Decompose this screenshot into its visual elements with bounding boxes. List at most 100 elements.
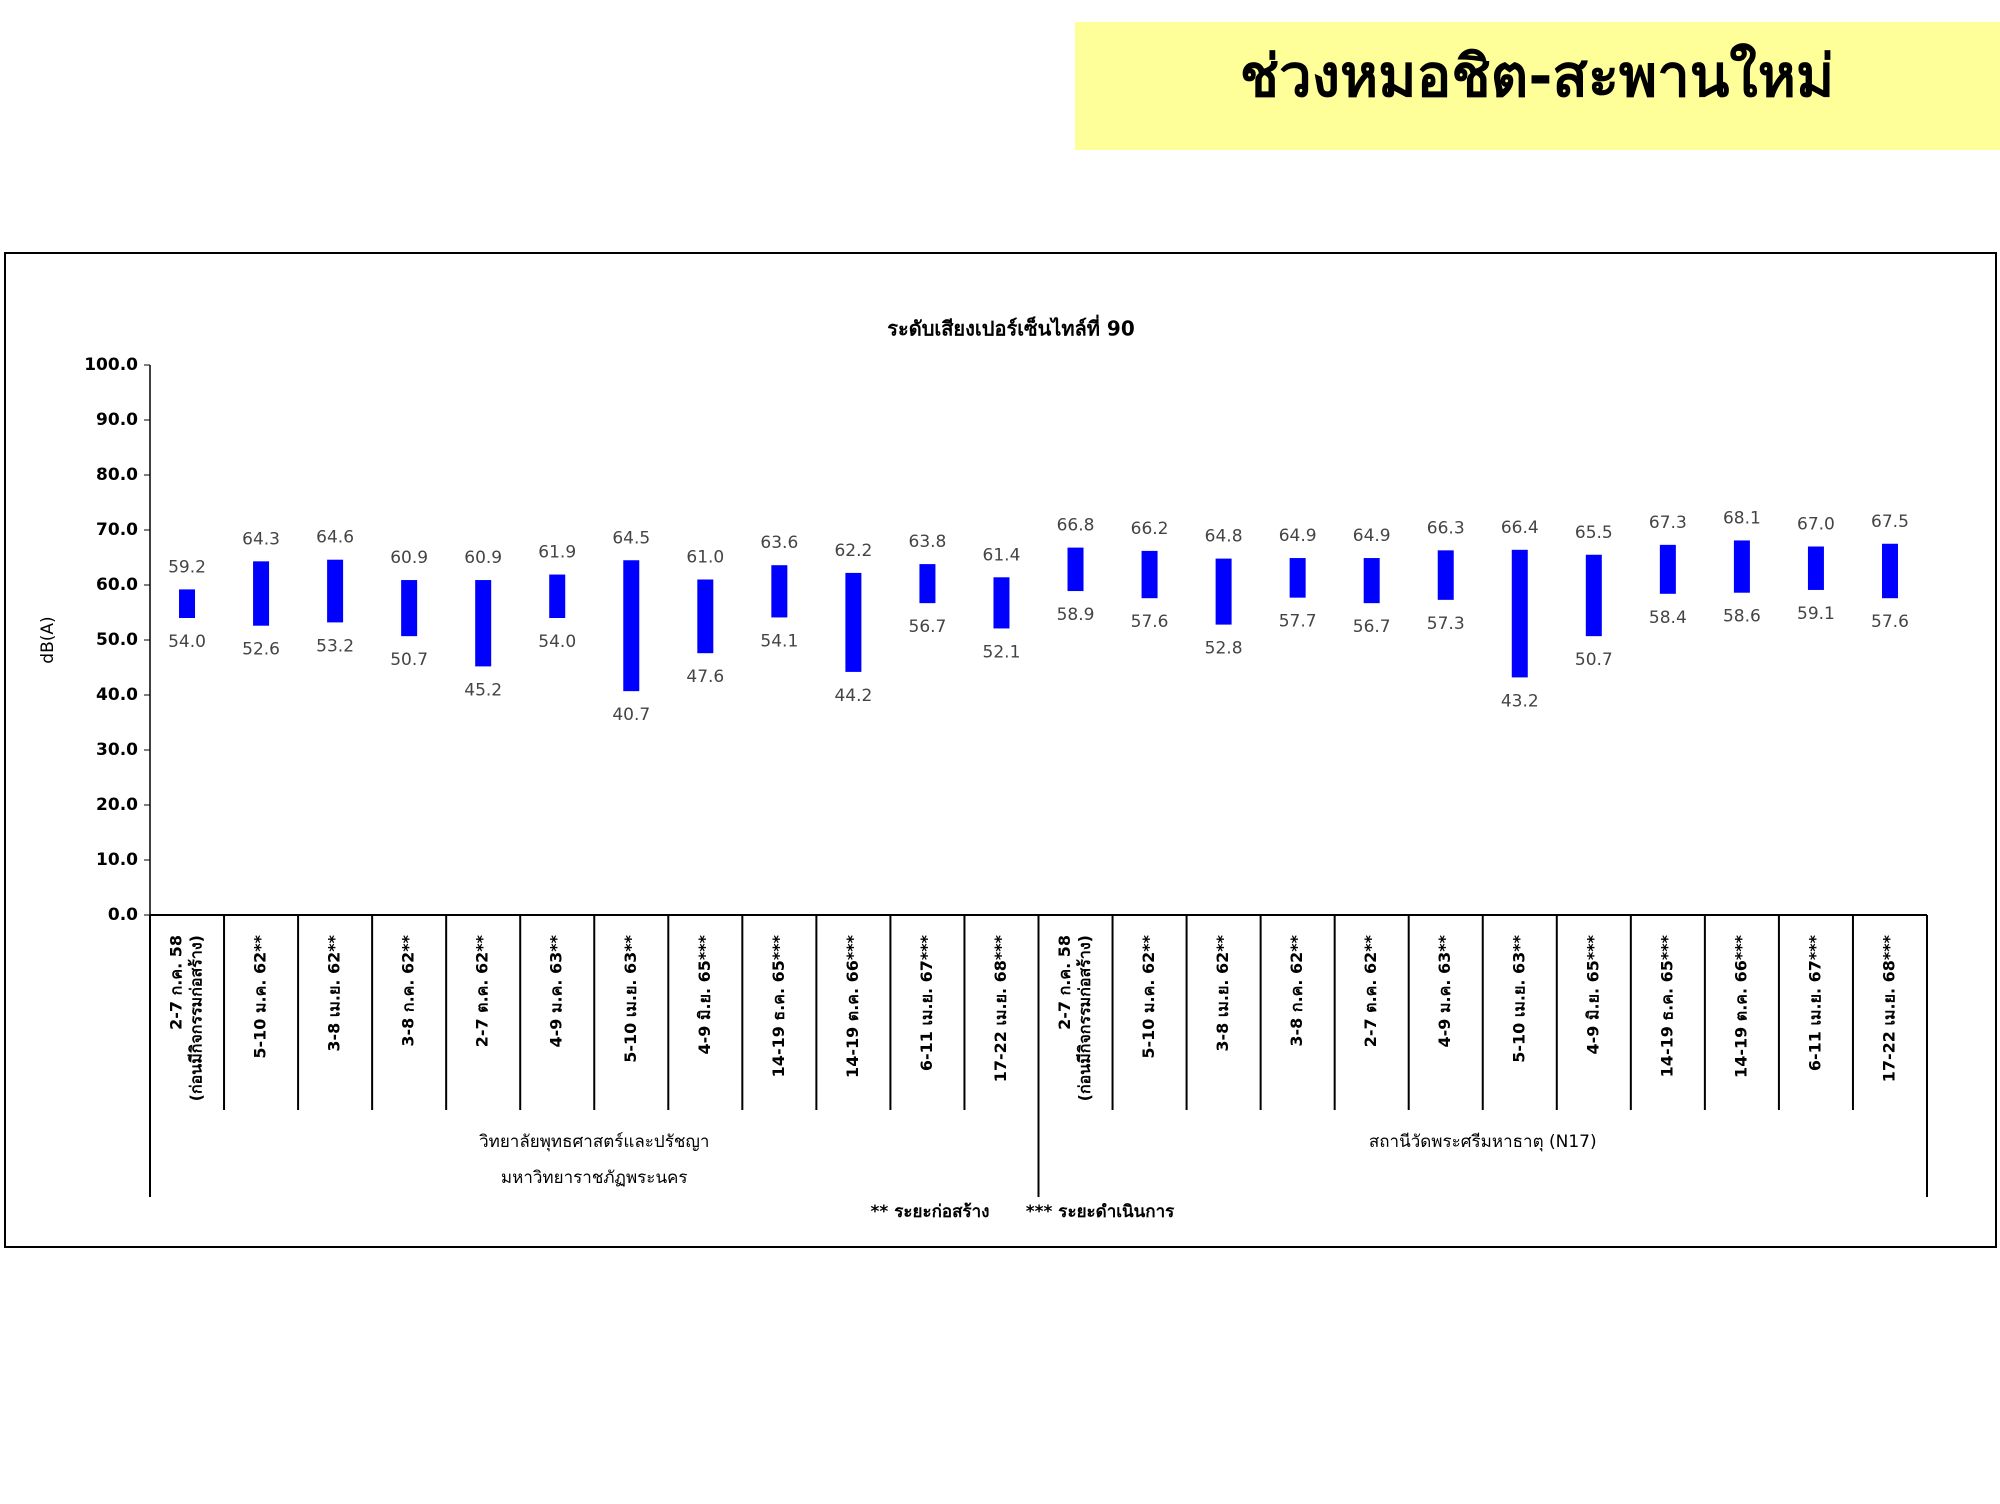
high-label: 64.8: [1205, 527, 1243, 547]
low-label: 50.7: [390, 650, 428, 670]
range-bar: [1289, 558, 1306, 598]
x-tick-label: 17-22 เม.ย. 68***: [991, 934, 1010, 1082]
y-tick-label: 60.0: [96, 575, 138, 595]
range-bar: [475, 580, 492, 667]
x-tick-label: 3-8 ก.ค. 62**: [399, 934, 418, 1046]
high-label: 64.9: [1279, 526, 1317, 546]
low-label: 50.7: [1575, 650, 1613, 670]
x-tick-label: 2-7 ก.ค. 58: [167, 935, 186, 1030]
x-tick-label: 14-19 ธ.ค. 65***: [769, 934, 788, 1077]
low-label: 45.2: [464, 680, 502, 700]
range-bar: [401, 580, 418, 637]
high-label: 59.2: [168, 557, 206, 577]
low-label: 58.4: [1649, 608, 1687, 628]
x-tick-label: 17-22 เม.ย. 68***: [1879, 934, 1898, 1082]
low-label: 57.7: [1279, 612, 1317, 632]
x-tick-label: 5-10 เม.ย. 63**: [1509, 934, 1528, 1062]
high-label: 63.8: [909, 532, 947, 552]
range-bar: [623, 560, 640, 692]
x-tick-label: 3-8 เม.ย. 62**: [325, 934, 344, 1051]
high-label: 64.6: [316, 528, 354, 548]
high-label: 60.9: [464, 548, 502, 568]
range-bar: [1807, 546, 1824, 590]
group-label: วิทยาลัยพุทธศาสตร์และปรัชญา: [479, 1132, 710, 1152]
range-bar: [1067, 547, 1084, 592]
range-bar: [1363, 558, 1380, 604]
low-label: 54.0: [538, 632, 576, 652]
x-tick-label: 6-11 เม.ย. 67***: [1805, 934, 1824, 1071]
high-label: 67.5: [1871, 512, 1909, 532]
x-tick-label: 14-19 ต.ค. 66***: [1731, 934, 1750, 1078]
low-label: 58.6: [1723, 607, 1761, 627]
high-label: 68.1: [1723, 508, 1761, 528]
range-bar: [697, 579, 714, 654]
y-tick-label: 30.0: [96, 740, 138, 760]
x-tick-label: 2-7 ต.ค. 62**: [473, 934, 492, 1047]
low-label: 54.1: [760, 631, 798, 651]
footnote: ** ระยะก่อสร้าง: [871, 1202, 990, 1222]
group-label: สถานีวัดพระศรีมหาธาตุ (N17): [1369, 1132, 1597, 1152]
range-bar: [549, 574, 566, 618]
range-bar: [1511, 549, 1528, 678]
y-tick-label: 90.0: [96, 410, 138, 430]
chart-title: ระดับเสียงเปอร์เซ็นไทล์ที่ 90: [887, 314, 1135, 341]
low-label: 43.2: [1501, 691, 1539, 711]
high-label: 64.5: [612, 528, 650, 548]
x-tick-label: 4-9 มิ.ย. 65***: [695, 934, 714, 1054]
title-box: [1075, 22, 2000, 150]
high-label: 66.3: [1427, 518, 1465, 538]
x-tick-label: 4-9 ม.ค. 63**: [1435, 934, 1454, 1047]
x-tick-label: 2-7 ต.ค. 62**: [1361, 934, 1380, 1047]
y-tick-label: 10.0: [96, 850, 138, 870]
high-label: 65.5: [1575, 523, 1613, 543]
range-bar: [1215, 558, 1232, 625]
y-axis-label: dB(A): [38, 616, 58, 663]
y-tick-label: 0.0: [108, 905, 138, 925]
low-label: 56.7: [1353, 617, 1391, 637]
x-tick-label: 2-7 ก.ค. 58: [1055, 935, 1074, 1030]
x-tick-label: 6-11 เม.ย. 67***: [917, 934, 936, 1071]
x-tick-label: 5-10 ม.ค. 62**: [1139, 934, 1158, 1058]
high-label: 62.2: [834, 541, 872, 561]
y-tick-label: 70.0: [96, 520, 138, 540]
high-label: 67.0: [1797, 515, 1835, 535]
x-tick-label: 4-9 มิ.ย. 65***: [1583, 934, 1602, 1054]
y-tick-label: 20.0: [96, 795, 138, 815]
x-tick-label: 5-10 เม.ย. 63**: [621, 934, 640, 1062]
high-label: 61.4: [983, 545, 1021, 565]
high-label: 66.2: [1131, 519, 1169, 539]
range-bar: [1659, 544, 1676, 594]
x-tick-label: (ก่อนมีกิจกรรมก่อสร้าง): [187, 935, 206, 1101]
x-tick-label: 14-19 ธ.ค. 65***: [1657, 934, 1676, 1077]
low-label: 53.2: [316, 636, 354, 656]
group-label: มหาวิทยาราชภัฏพระนคร: [501, 1168, 688, 1188]
low-label: 52.1: [983, 642, 1021, 662]
range-bar: [1881, 543, 1898, 599]
high-label: 66.4: [1501, 518, 1539, 538]
footnote: *** ระยะดำเนินการ: [1026, 1202, 1175, 1222]
low-label: 57.6: [1131, 612, 1169, 632]
range-bar: [845, 572, 862, 672]
high-label: 66.8: [1057, 516, 1095, 536]
y-tick-label: 40.0: [96, 685, 138, 705]
low-label: 58.9: [1057, 605, 1095, 625]
range-bar: [1585, 554, 1602, 637]
range-bar: [771, 565, 788, 618]
low-label: 59.1: [1797, 604, 1835, 624]
low-label: 44.2: [834, 686, 872, 706]
high-label: 64.3: [242, 529, 280, 549]
range-bar: [1733, 540, 1750, 593]
high-label: 63.6: [760, 533, 798, 553]
low-label: 52.6: [242, 640, 280, 660]
y-tick-label: 50.0: [96, 630, 138, 650]
low-label: 57.3: [1427, 614, 1465, 634]
high-label: 61.0: [686, 548, 724, 568]
low-label: 57.6: [1871, 612, 1909, 632]
x-tick-label: 3-8 ก.ค. 62**: [1287, 934, 1306, 1046]
low-label: 54.0: [168, 632, 206, 652]
range-bar: [993, 577, 1010, 629]
high-label: 61.9: [538, 543, 576, 563]
range-bar: [1141, 550, 1158, 599]
high-label: 60.9: [390, 548, 428, 568]
